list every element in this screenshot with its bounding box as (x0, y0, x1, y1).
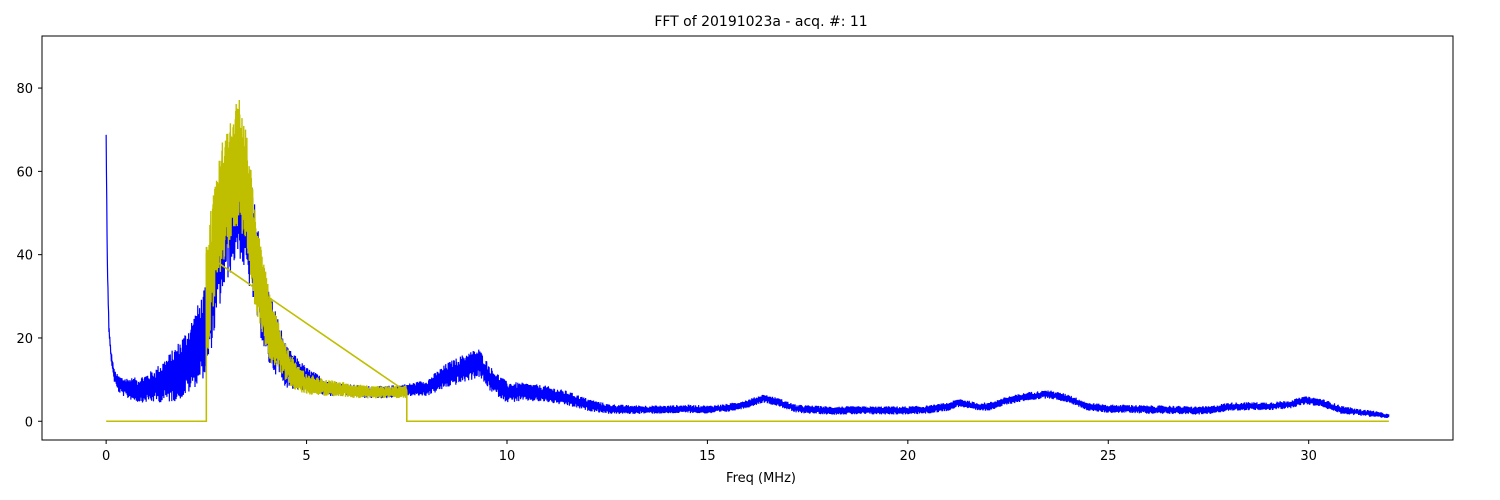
x-tick-label: 10 (499, 449, 516, 464)
x-tick-label: 15 (699, 449, 716, 464)
x-tick-label: 5 (302, 449, 310, 464)
y-tick-label: 0 (25, 415, 33, 430)
x-tick-label: 20 (900, 449, 917, 464)
plot-frame (41, 35, 1454, 441)
x-tick-label: 25 (1100, 449, 1117, 464)
chart-title: FFT of 20191023a - acq. #: 11 (654, 14, 867, 30)
series-yellow-baseline (106, 253, 1389, 423)
x-tick-label: 0 (102, 449, 110, 464)
x-tick-label: 30 (1300, 449, 1317, 464)
y-tick-label: 60 (16, 165, 33, 180)
y-tick-label: 20 (16, 332, 33, 347)
x-axis: 0 5 10 15 20 25 30 (102, 440, 1317, 464)
series-yellow-line (205, 99, 408, 399)
spectrum-traces (105, 99, 1390, 423)
y-tick-label: 80 (16, 82, 33, 97)
x-axis-label: Freq (MHz) (726, 471, 796, 486)
y-tick-label: 40 (16, 249, 33, 264)
y-axis: 0 20 40 60 80 (16, 82, 42, 430)
